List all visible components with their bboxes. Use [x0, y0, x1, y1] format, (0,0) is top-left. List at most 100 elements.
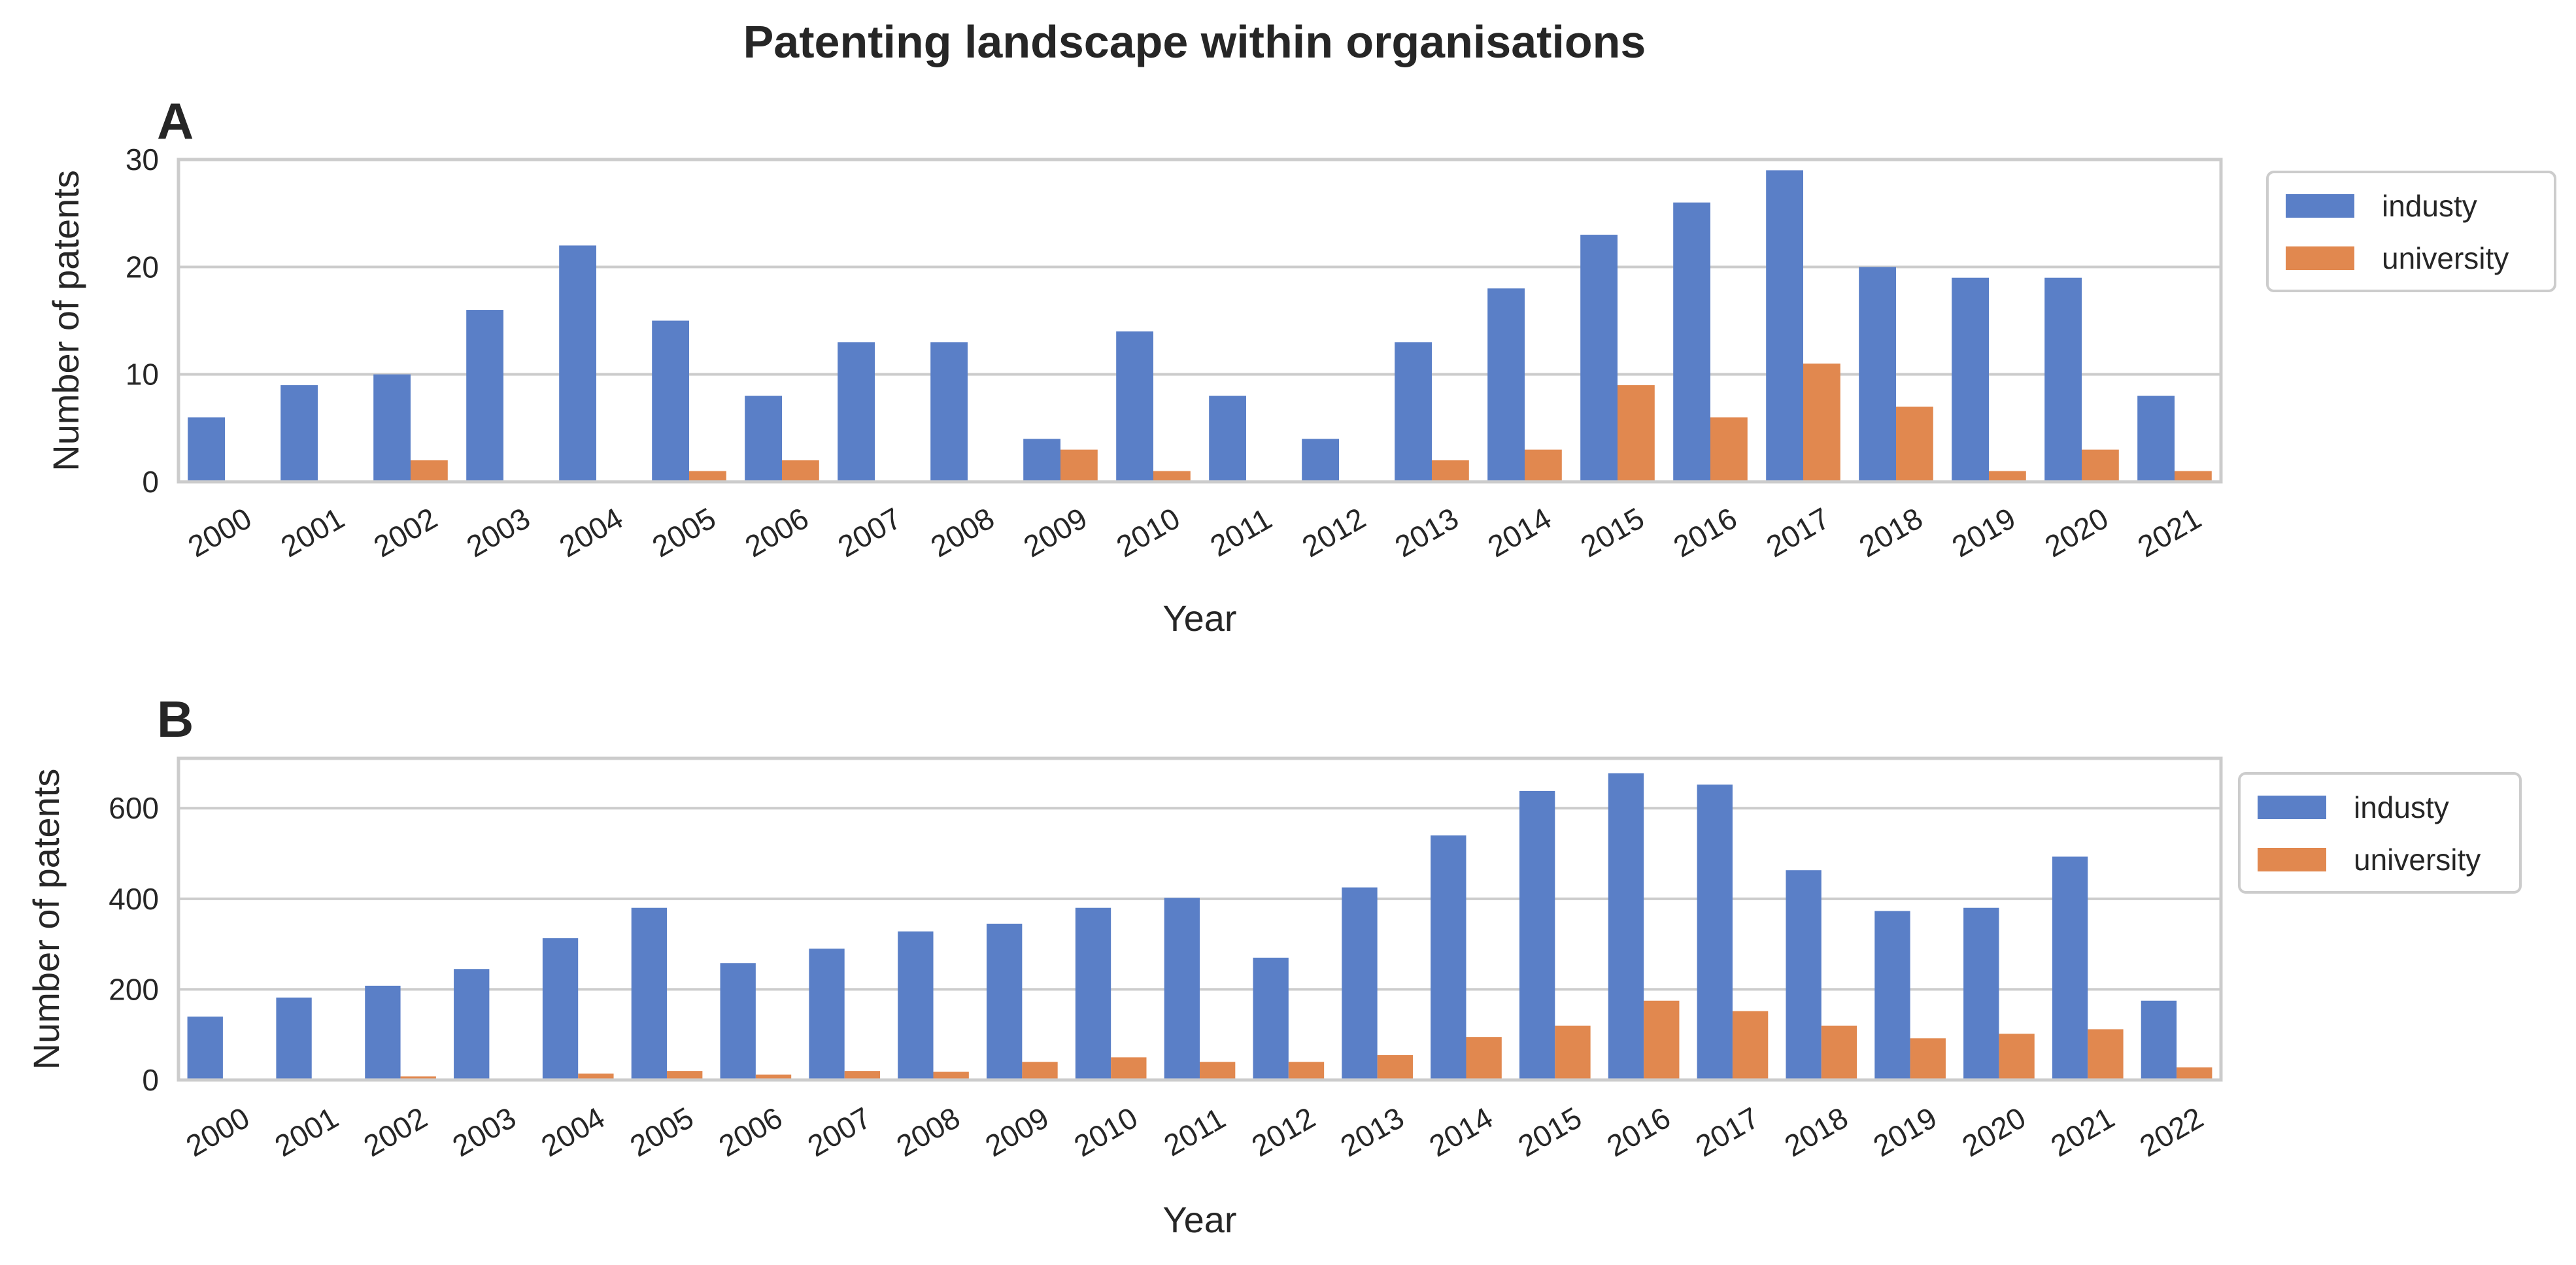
bar-industy-2016: [1673, 203, 1710, 482]
bar-industy-2000: [188, 1017, 223, 1080]
x-tick-label: 2003: [461, 501, 536, 564]
x-tick-label: 2015: [1512, 1100, 1587, 1163]
bar-industy-2001: [280, 385, 318, 482]
x-tick-label: 2002: [368, 501, 443, 564]
legend-label-industy: industy: [2382, 189, 2477, 223]
y-tick-label: 0: [142, 1063, 159, 1097]
x-axis-label: Year: [1162, 598, 1236, 639]
bar-industy-2009: [987, 924, 1022, 1080]
bar-industy-2009: [1023, 439, 1060, 482]
y-tick-label: 30: [126, 143, 159, 177]
bar-university-2021: [2088, 1029, 2123, 1080]
x-tick-label: 2000: [180, 1100, 256, 1163]
legend-swatch-university: [2258, 848, 2326, 871]
bar-industy-2013: [1342, 887, 1377, 1080]
legend-swatch-industy: [2286, 194, 2354, 218]
bar-university-2009: [1022, 1062, 1057, 1080]
x-tick-label: 2001: [269, 1100, 344, 1163]
panel-b: 0200400600200020012002200320042005200620…: [25, 690, 2520, 1240]
bar-university-2018: [1896, 407, 1933, 482]
x-tick-label: 2009: [1018, 501, 1093, 564]
bar-university-2017: [1733, 1011, 1768, 1080]
bar-university-2011: [1200, 1062, 1235, 1080]
bar-industy-2012: [1302, 439, 1339, 482]
legend-swatch-university: [2286, 246, 2354, 270]
bar-university-2006: [782, 460, 819, 482]
bar-university-2010: [1111, 1057, 1146, 1080]
bar-industy-2021: [2137, 396, 2175, 482]
bar-university-2017: [1803, 363, 1840, 482]
bar-industy-2016: [1608, 773, 1644, 1080]
x-tick-label: 2014: [1423, 1100, 1499, 1163]
bar-industy-2007: [838, 342, 875, 482]
bar-industy-2010: [1116, 331, 1153, 482]
x-tick-label: 2021: [2045, 1100, 2120, 1163]
x-tick-label: 2020: [2039, 501, 2114, 564]
bar-university-2015: [1618, 385, 1655, 482]
bar-industy-2004: [559, 245, 596, 482]
y-tick-label: 10: [126, 358, 159, 392]
x-tick-label: 2004: [554, 501, 629, 564]
x-tick-label: 2005: [647, 501, 722, 564]
y-tick-label: 400: [109, 882, 159, 916]
bar-industy-2003: [454, 969, 489, 1080]
bar-university-2002: [411, 460, 448, 482]
x-tick-label: 2008: [925, 501, 1000, 564]
x-tick-label: 2002: [358, 1100, 433, 1163]
x-tick-label: 2012: [1296, 501, 1372, 564]
x-tick-label: 2012: [1246, 1100, 1321, 1163]
x-tick-label: 2006: [713, 1100, 788, 1163]
bar-industy-2010: [1076, 908, 1111, 1080]
bar-industy-2002: [373, 375, 411, 482]
y-tick-label: 200: [109, 972, 159, 1006]
x-tick-label: 2010: [1068, 1100, 1144, 1163]
bar-industy-2020: [2044, 278, 2082, 482]
x-tick-label: 2006: [739, 501, 815, 564]
x-tick-label: 2001: [275, 501, 350, 564]
bar-university-2013: [1432, 460, 1469, 482]
bar-industy-2002: [365, 986, 400, 1080]
x-tick-label: 2017: [1690, 1100, 1765, 1163]
bar-industy-2005: [632, 908, 667, 1080]
bar-industy-2018: [1786, 870, 1821, 1080]
x-tick-label: 2013: [1389, 501, 1465, 564]
x-axis-label: Year: [1162, 1199, 1236, 1240]
bar-university-2019: [1910, 1038, 1946, 1080]
bar-university-2020: [2082, 450, 2119, 482]
bar-industy-2015: [1519, 791, 1555, 1080]
bar-industy-2018: [1859, 267, 1896, 482]
bar-university-2009: [1060, 450, 1098, 482]
bar-industy-2011: [1209, 396, 1246, 482]
bar-industy-2020: [1963, 908, 1999, 1080]
x-tick-label: 2019: [1867, 1100, 1942, 1163]
bar-industy-2014: [1487, 288, 1525, 482]
x-tick-label: 2016: [1668, 501, 1743, 564]
bar-university-2018: [1822, 1026, 1857, 1080]
bar-industy-2003: [466, 310, 503, 482]
y-axis-label: Number of patents: [45, 170, 86, 471]
bar-industy-2004: [543, 938, 578, 1080]
bar-industy-2013: [1395, 342, 1432, 482]
x-tick-label: 2016: [1601, 1100, 1676, 1163]
bar-university-2014: [1466, 1037, 1501, 1080]
x-tick-label: 2018: [1854, 501, 1929, 564]
x-tick-label: 2015: [1575, 501, 1650, 564]
legend-label-university: university: [2354, 843, 2481, 877]
figure-title: Patenting landscape within organisations: [743, 16, 1646, 67]
bar-industy-2015: [1580, 235, 1618, 482]
bar-industy-2014: [1431, 835, 1466, 1080]
x-tick-label: 2019: [1946, 501, 2022, 564]
x-tick-label: 2021: [2132, 501, 2207, 564]
panel-label: B: [157, 690, 194, 748]
bar-industy-2017: [1766, 170, 1803, 482]
legend-label-industy: industy: [2354, 790, 2449, 824]
bar-industy-2006: [720, 963, 756, 1080]
bar-industy-2011: [1164, 898, 1200, 1080]
x-tick-label: 2011: [1204, 501, 1278, 563]
x-tick-label: 2013: [1334, 1100, 1410, 1163]
x-tick-label: 2005: [624, 1100, 700, 1163]
y-axis-label: Number of patents: [25, 769, 67, 1070]
bar-industy-2006: [745, 396, 782, 482]
